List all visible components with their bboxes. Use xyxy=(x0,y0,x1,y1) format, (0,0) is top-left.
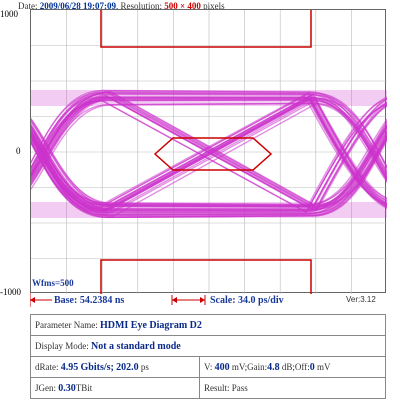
rail-band xyxy=(31,90,387,106)
top-mask xyxy=(100,10,312,48)
voltage-value: 400 xyxy=(214,361,230,373)
eye-trace xyxy=(31,93,387,179)
eye-trace xyxy=(31,95,387,209)
eye-center-mask xyxy=(153,137,273,171)
eye-trace xyxy=(31,89,387,176)
jgen-unit: TBit xyxy=(75,382,93,393)
base-time-label: Base: 54.2384 ns xyxy=(54,295,125,306)
gain-unit: dB;Off: xyxy=(281,361,310,372)
resolution-unit: pixels xyxy=(203,1,225,11)
scale-markers xyxy=(30,293,206,307)
plot-grid xyxy=(31,10,387,294)
drate-unit: Gbits/s; xyxy=(80,361,114,373)
eye-trace xyxy=(31,125,387,207)
header-bar: Date: 2009/06/28 19:07:09, Resolution: 5… xyxy=(0,0,400,12)
eye-trace xyxy=(31,133,387,216)
eye-trace xyxy=(31,93,387,208)
eye-trace xyxy=(31,99,387,213)
param-name-label: Parameter Name: xyxy=(35,319,98,330)
gain-value: 4.8 xyxy=(267,361,280,373)
eye-diagram-svg xyxy=(31,10,387,294)
drate-ps-value: 202.0 xyxy=(116,361,139,373)
drate-value: 4.95 xyxy=(60,361,79,373)
y-axis-label-mid: 0 xyxy=(16,146,21,156)
eye-trace xyxy=(31,98,387,181)
eye-trace xyxy=(31,135,387,219)
date-label: Date: xyxy=(18,1,38,11)
eye-trace xyxy=(31,92,387,175)
param-name-value: HDMI Eye Diagram D2 xyxy=(99,319,202,331)
date-value: 2009/06/28 19:07:09 xyxy=(39,1,116,11)
drate-label: dRate: xyxy=(35,361,59,372)
eye-trace xyxy=(31,124,387,210)
eye-diagram-plot xyxy=(30,9,387,294)
rail-band xyxy=(31,202,387,218)
eye-trace xyxy=(31,131,387,215)
eye-trace xyxy=(31,101,387,217)
eye-trace xyxy=(31,124,387,208)
eye-trace xyxy=(31,94,387,209)
eye-trace xyxy=(31,94,387,208)
eye-trace xyxy=(31,127,387,212)
version-label: Ver:3.12 xyxy=(346,295,376,304)
result-value: Pass xyxy=(231,383,248,393)
result-label: Result: xyxy=(204,383,230,393)
voltage-unit: mV;Gain: xyxy=(231,361,268,372)
y-axis-label-top: 1000 xyxy=(0,9,18,19)
waveforms-count: Wfms=500 xyxy=(32,278,74,288)
y-axis-label-bottom: -1000 xyxy=(0,287,21,297)
resolution-value: 500 × 400 xyxy=(164,1,201,11)
eye-trace xyxy=(31,96,387,211)
eye-trace xyxy=(31,135,387,218)
jgen-value: 0.30 xyxy=(58,382,76,394)
jgen-label: JGen: xyxy=(35,382,56,393)
eye-trace xyxy=(31,99,387,182)
eye-trace xyxy=(31,93,387,206)
info-row-jgen: JGen: 0.30TBit Result: Pass xyxy=(30,377,386,399)
eye-trace xyxy=(31,96,387,211)
resolution-label: , Resolution: xyxy=(116,1,163,11)
offset-unit: mV xyxy=(317,361,331,372)
eye-trace xyxy=(31,96,387,210)
drate-ps-unit: ps xyxy=(140,361,149,372)
eye-trace xyxy=(31,100,387,215)
eye-trace xyxy=(31,91,387,176)
info-row-mode: Display Mode: Not a standard mode xyxy=(30,335,386,357)
eye-trace xyxy=(31,94,387,208)
bottom-mask xyxy=(100,259,312,294)
voltage-label: V: xyxy=(204,361,213,372)
info-row-parameter: Parameter Name: HDMI Eye Diagram D2 xyxy=(30,314,386,336)
measurement-info-table: Parameter Name: HDMI Eye Diagram D2 Disp… xyxy=(30,314,386,399)
info-row-rate: dRate: 4.95 Gbits/s; 202.0 ps V: 400 mV;… xyxy=(30,356,386,378)
eye-trace xyxy=(31,97,387,179)
eye-trace xyxy=(31,117,387,206)
offset-value: 0 xyxy=(309,361,315,373)
eye-traces xyxy=(31,89,387,219)
display-mode-label: Display Mode: xyxy=(35,340,89,351)
eye-trace xyxy=(31,91,387,204)
eye-trace xyxy=(31,102,387,187)
display-mode-value: Not a standard mode xyxy=(91,340,181,352)
time-scale-label: Scale: 34.0 ps/div xyxy=(210,295,284,306)
